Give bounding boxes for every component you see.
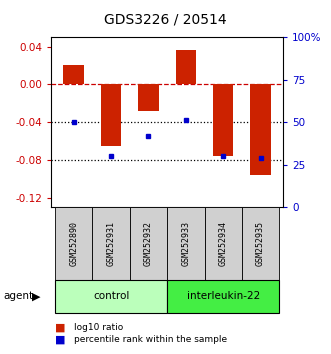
- Text: agent: agent: [3, 291, 33, 302]
- Text: control: control: [93, 291, 129, 302]
- Bar: [213, 84, 233, 156]
- Text: GSM252932: GSM252932: [144, 221, 153, 266]
- Text: interleukin-22: interleukin-22: [187, 291, 260, 302]
- FancyBboxPatch shape: [92, 207, 130, 280]
- Text: GSM252934: GSM252934: [219, 221, 228, 266]
- FancyBboxPatch shape: [167, 207, 205, 280]
- Bar: [64, 64, 84, 84]
- Text: log10 ratio: log10 ratio: [74, 323, 124, 332]
- Text: ▶: ▶: [32, 291, 41, 302]
- Text: ■: ■: [55, 322, 65, 332]
- Text: GSM252935: GSM252935: [256, 221, 265, 266]
- Text: GSM252931: GSM252931: [107, 221, 116, 266]
- Text: GDS3226 / 20514: GDS3226 / 20514: [104, 12, 227, 27]
- Text: ■: ■: [55, 335, 65, 345]
- Text: percentile rank within the sample: percentile rank within the sample: [74, 335, 228, 344]
- Bar: [101, 84, 121, 146]
- Bar: [250, 84, 271, 175]
- Bar: [175, 50, 196, 84]
- FancyBboxPatch shape: [55, 280, 167, 313]
- Text: GSM252890: GSM252890: [69, 221, 78, 266]
- FancyBboxPatch shape: [130, 207, 167, 280]
- FancyBboxPatch shape: [242, 207, 279, 280]
- FancyBboxPatch shape: [167, 280, 279, 313]
- FancyBboxPatch shape: [205, 207, 242, 280]
- Bar: [138, 84, 159, 111]
- Text: GSM252933: GSM252933: [181, 221, 190, 266]
- FancyBboxPatch shape: [55, 207, 92, 280]
